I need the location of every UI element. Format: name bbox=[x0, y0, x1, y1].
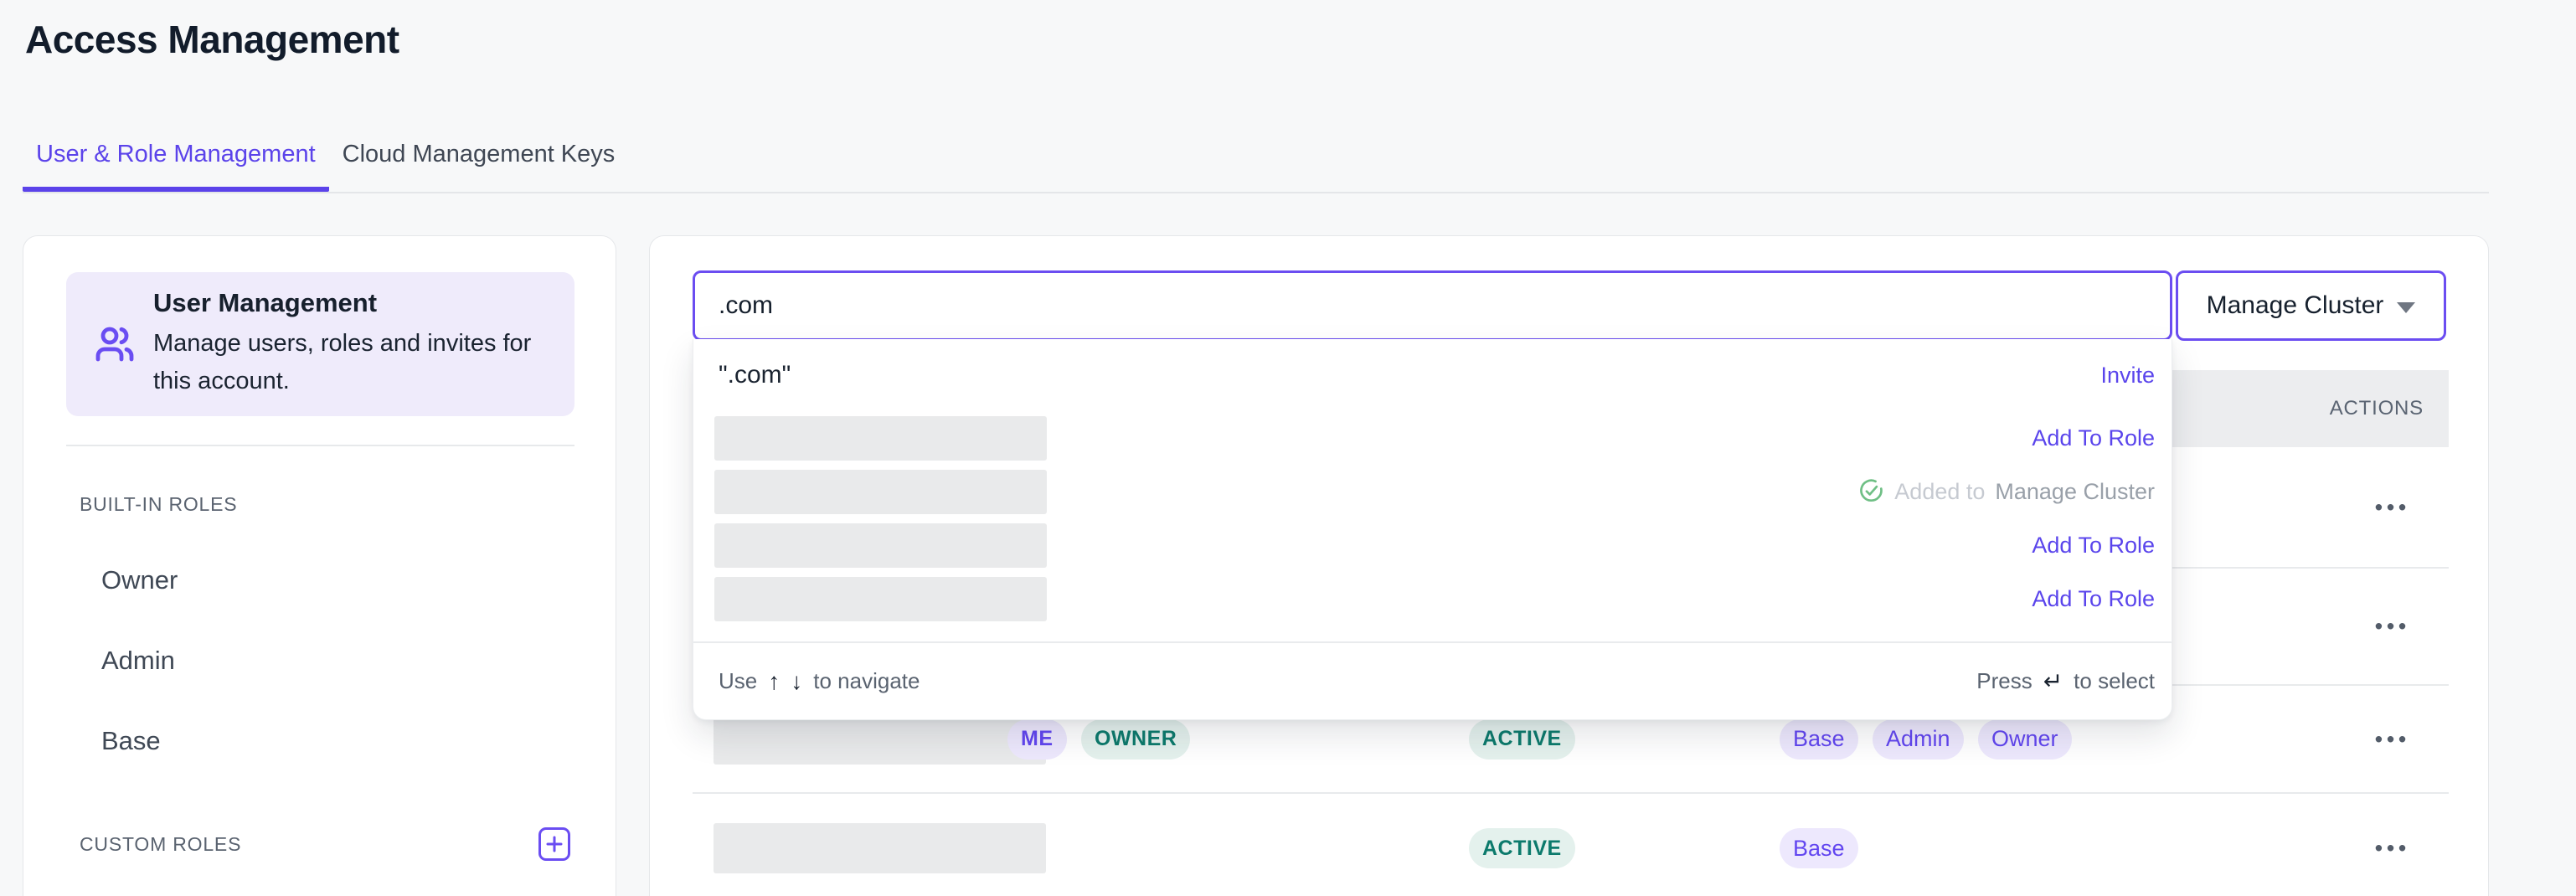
added-role-name: Manage Cluster bbox=[1995, 478, 2155, 504]
search-results-dropdown: ".com" Invite Add To Role Added to Manag… bbox=[693, 339, 2172, 720]
redacted-email-placeholder bbox=[714, 469, 1047, 514]
tile-description: Manage users, roles and invites for this… bbox=[153, 330, 532, 394]
custom-roles-row: CUSTOM ROLES bbox=[80, 827, 570, 861]
more-actions-button[interactable]: ••• bbox=[2355, 614, 2430, 640]
sidebar-item-owner[interactable]: Owner bbox=[101, 565, 178, 595]
built-in-roles-heading: BUILT-IN ROLES bbox=[80, 493, 238, 515]
hint-select-label: to select bbox=[2074, 668, 2155, 693]
sidebar-divider bbox=[66, 445, 574, 446]
tab-divider bbox=[23, 192, 2489, 193]
sidebar-item-admin[interactable]: Admin bbox=[101, 646, 175, 675]
result-row[interactable]: Add To Role bbox=[693, 572, 2172, 626]
add-to-role-link[interactable]: Add To Role bbox=[2032, 585, 2155, 611]
add-to-role-link[interactable]: Add To Role bbox=[2032, 532, 2155, 558]
tab-bar: User & Role Management Cloud Management … bbox=[23, 141, 628, 192]
actions-column-header: ACTIONS bbox=[2329, 397, 2424, 420]
added-to-role-status: Added to Manage Cluster bbox=[1857, 478, 2155, 505]
redacted-email-placeholder bbox=[714, 713, 1046, 765]
user-management-panel: Manage Cluster ACTIONS ••• ••• ME OWNER … bbox=[649, 235, 2489, 896]
status-badge: ACTIVE bbox=[1469, 718, 1575, 760]
select-hint: Press ↵ to select bbox=[1976, 667, 2155, 695]
role-selector-button[interactable]: Manage Cluster bbox=[2176, 270, 2446, 341]
arrow-up-icon: ↑ bbox=[768, 667, 781, 694]
plus-icon bbox=[546, 836, 563, 852]
role-badge: Admin bbox=[1873, 718, 1964, 760]
page-title: Access Management bbox=[25, 18, 399, 61]
chevron-down-icon bbox=[2397, 301, 2416, 313]
result-row[interactable]: Add To Role bbox=[693, 518, 2172, 572]
table-row: ACTIVE Base ••• bbox=[693, 794, 2449, 896]
role-badge: Base bbox=[1780, 718, 1858, 760]
hint-navigate-label: to navigate bbox=[813, 668, 920, 693]
result-row[interactable]: Added to Manage Cluster bbox=[693, 465, 2172, 518]
redacted-email-placeholder bbox=[714, 823, 1046, 873]
tile-title: User Management bbox=[153, 288, 378, 318]
users-icon bbox=[95, 327, 134, 362]
user-search-input[interactable] bbox=[693, 270, 2172, 341]
dropdown-footer: Use ↑ ↓ to navigate Press ↵ to select bbox=[693, 641, 2172, 719]
more-actions-button[interactable]: ••• bbox=[2355, 494, 2430, 520]
enter-key-icon: ↵ bbox=[2043, 668, 2063, 694]
user-management-tile[interactable]: User Management Manage users, roles and … bbox=[66, 272, 574, 416]
tile-text: User Management Manage users, roles and … bbox=[153, 288, 555, 400]
role-selector-label: Manage Cluster bbox=[2206, 291, 2384, 319]
redacted-email-placeholder bbox=[714, 415, 1047, 461]
me-badge: ME bbox=[1007, 718, 1067, 760]
navigate-hint: Use ↑ ↓ to navigate bbox=[719, 668, 920, 695]
tab-cloud-management-keys[interactable]: Cloud Management Keys bbox=[342, 141, 616, 167]
custom-roles-heading: CUSTOM ROLES bbox=[80, 832, 242, 855]
redacted-email-placeholder bbox=[714, 523, 1047, 568]
hint-press-label: Press bbox=[1976, 668, 2032, 693]
add-custom-role-button[interactable] bbox=[538, 827, 570, 861]
sidebar-item-base[interactable]: Base bbox=[101, 726, 161, 755]
role-badge: Base bbox=[1780, 828, 1858, 868]
result-row[interactable]: Add To Role bbox=[693, 411, 2172, 465]
owner-type-badge: OWNER bbox=[1081, 718, 1191, 760]
query-text: ".com" bbox=[719, 361, 791, 389]
tab-user-role-management[interactable]: User & Role Management bbox=[23, 141, 329, 192]
check-circle-icon bbox=[1860, 479, 1883, 502]
invite-link[interactable]: Invite bbox=[2100, 362, 2155, 388]
query-result-row[interactable]: ".com" Invite bbox=[693, 339, 2172, 411]
more-actions-button[interactable]: ••• bbox=[2355, 836, 2430, 862]
table-row: ME OWNER ACTIVE Base Admin Owner ••• bbox=[693, 686, 2449, 794]
more-actions-button[interactable]: ••• bbox=[2355, 726, 2430, 752]
arrow-down-icon: ↓ bbox=[791, 667, 803, 694]
redacted-email-placeholder bbox=[714, 576, 1047, 621]
roles-sidebar-card: User Management Manage users, roles and … bbox=[23, 235, 616, 896]
added-to-label: Added to bbox=[1894, 478, 1986, 504]
hint-use-label: Use bbox=[719, 668, 758, 693]
role-badge: Owner bbox=[1978, 718, 2072, 760]
add-to-role-link[interactable]: Add To Role bbox=[2032, 425, 2155, 451]
status-badge: ACTIVE bbox=[1469, 828, 1575, 868]
